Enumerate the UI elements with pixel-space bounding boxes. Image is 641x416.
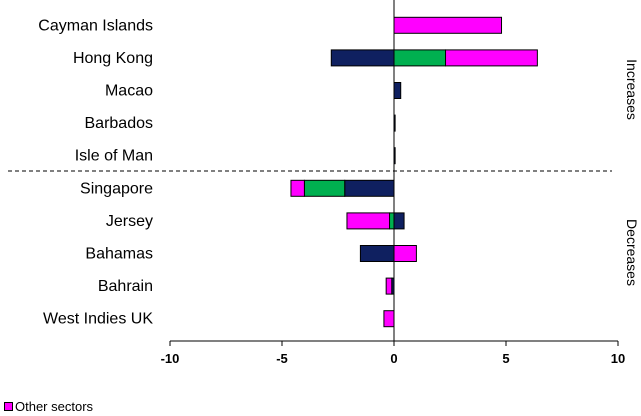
category-label: Barbados — [85, 115, 154, 132]
x-axis-ticks: -10 -5 0 5 10 — [161, 341, 625, 366]
category-labels: Cayman Islands Hong Kong Macao Barbados Isle… — [38, 17, 153, 327]
x-tick-label: 5 — [502, 351, 509, 366]
bars — [290, 16, 538, 328]
bar-segment — [383, 310, 395, 328]
category-label: Singapore — [80, 180, 153, 197]
legend-label-other-sectors: Other sectors — [15, 399, 94, 414]
bar-segment — [385, 277, 393, 295]
x-tick-label: -10 — [161, 351, 180, 366]
x-tick-label: 10 — [611, 351, 625, 366]
bar-segment — [344, 179, 395, 197]
x-tick-label: -5 — [276, 351, 288, 366]
bar-segment — [346, 212, 391, 230]
group-label-increases: Increases — [624, 59, 640, 120]
bar-segment — [393, 16, 503, 34]
bar-segment — [389, 212, 395, 230]
bar-segment — [393, 49, 447, 67]
category-label: Jersey — [106, 213, 153, 230]
category-label: Cayman Islands — [38, 17, 153, 34]
category-label: Macao — [105, 83, 153, 100]
category-label: Bahrain — [98, 278, 153, 295]
bar-segment — [393, 82, 402, 99]
category-label: West Indies UK — [43, 311, 153, 328]
bar-segment — [393, 212, 405, 230]
bar-segment — [393, 245, 417, 262]
bar-segment — [330, 49, 395, 67]
legend: Other sectors — [4, 399, 93, 414]
category-label: Isle of Man — [75, 148, 153, 165]
bar-segment — [303, 179, 346, 197]
x-tick-label: 0 — [390, 351, 397, 366]
legend-swatch-other-sectors — [4, 402, 13, 411]
group-label-decreases: Decreases — [624, 219, 640, 286]
category-label: Bahamas — [85, 246, 153, 263]
bar-segment — [290, 179, 305, 197]
bar-segment — [359, 245, 395, 262]
category-label: Hong Kong — [73, 50, 153, 67]
bar-segment — [445, 49, 538, 67]
